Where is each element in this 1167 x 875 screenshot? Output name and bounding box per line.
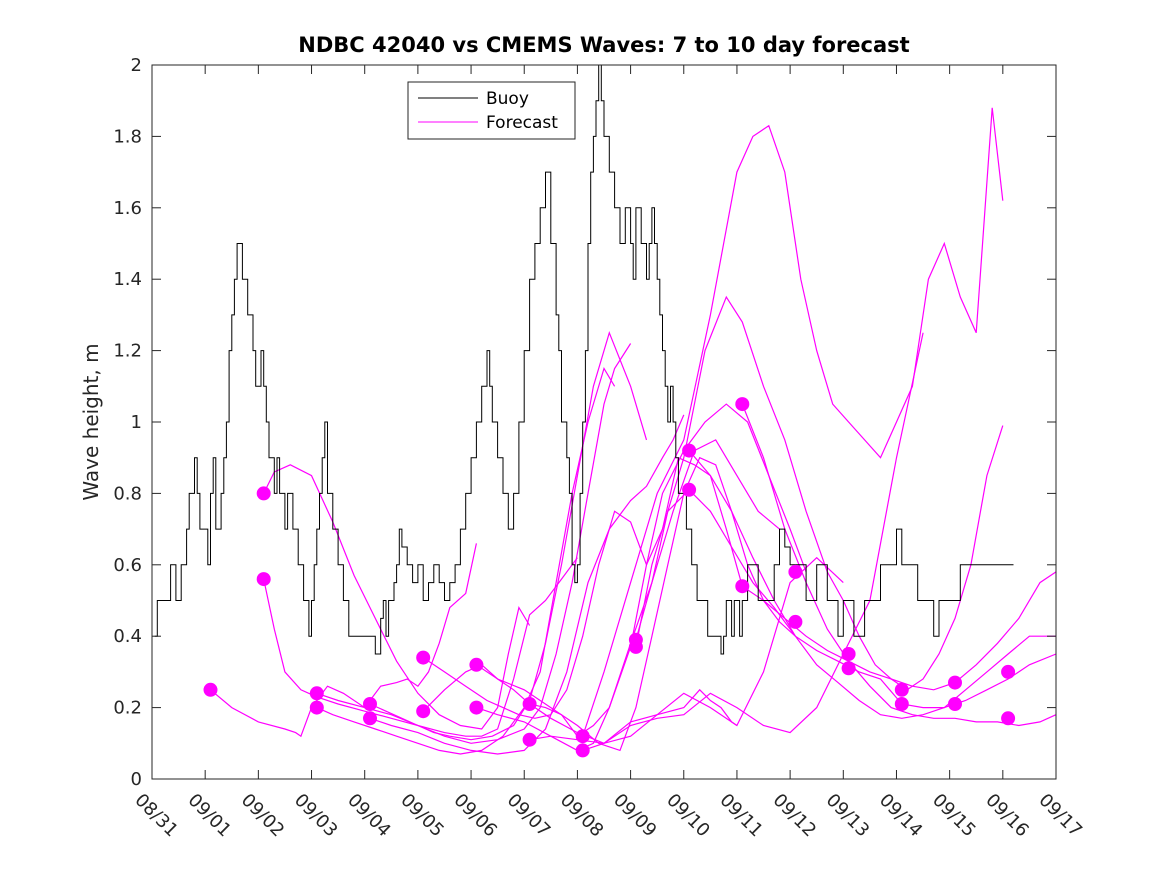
forecast-marker-20 xyxy=(735,397,750,412)
forecast-line-17 xyxy=(635,488,1056,709)
forecast-line-14 xyxy=(582,688,738,751)
forecast-marker-22 xyxy=(788,564,803,579)
forecast-marker-30 xyxy=(1001,664,1016,679)
plot-area xyxy=(152,65,1056,779)
forecast-marker-26 xyxy=(894,682,909,697)
forecast-marker-21 xyxy=(735,579,750,594)
y-axis: 0 0.2 0.4 0.6 0.8 1 1.2 1.4 1.6 1.8 2 xyxy=(113,55,1056,790)
forecast-line-13 xyxy=(529,332,924,744)
forecast-marker-29 xyxy=(948,697,962,711)
forecast-marker-15 xyxy=(575,743,590,758)
forecast-marker-25 xyxy=(841,661,856,676)
y-tick-label: 1.2 xyxy=(113,341,142,362)
forecast-marker-6 xyxy=(363,697,377,711)
y-tick-label: 1.4 xyxy=(113,269,142,290)
forecast-line-11 xyxy=(476,456,796,752)
buoy-line xyxy=(154,64,1014,655)
forecast-marker-13 xyxy=(522,732,537,747)
forecast-marker-3 xyxy=(256,572,271,587)
forecast-marker-5 xyxy=(309,700,324,715)
chart-title: NDBC 42040 vs CMEMS Waves: 7 to 10 day f… xyxy=(298,33,909,57)
forecast-line-6 xyxy=(369,330,648,741)
forecast-marker-11 xyxy=(469,700,484,715)
y-tick-label: 1.6 xyxy=(113,198,142,219)
forecast-line-3 xyxy=(263,557,578,737)
forecast-line-18 xyxy=(688,450,1057,719)
forecast-marker-1 xyxy=(203,682,218,697)
forecast-line-8 xyxy=(422,456,743,719)
legend-buoy-label: Buoy xyxy=(486,89,529,109)
forecast-marker-9 xyxy=(416,704,431,719)
y-tick-label: 0.4 xyxy=(113,626,142,647)
y-tick-label: 0.8 xyxy=(113,483,142,504)
y-tick-label: 0 xyxy=(131,769,142,790)
y-axis-label: Wave height, m xyxy=(79,343,103,500)
legend-box xyxy=(407,81,576,140)
forecast-marker-24 xyxy=(841,647,856,661)
marker-layer xyxy=(203,397,1016,758)
forecast-marker-18 xyxy=(682,443,697,458)
forecast-marker-12 xyxy=(522,697,537,711)
forecast-line-7 xyxy=(369,414,685,755)
forecast-marker-27 xyxy=(894,697,909,711)
forecast-marker-10 xyxy=(469,657,484,672)
y-tick-label: 0.6 xyxy=(113,555,142,576)
legend-forecast-label: Forecast xyxy=(486,113,558,133)
forecast-line-10 xyxy=(476,403,807,752)
forecast-marker-19 xyxy=(682,482,697,497)
forecast-marker-4 xyxy=(309,686,324,701)
forecast-marker-17 xyxy=(628,639,643,654)
forecast-marker-2 xyxy=(256,486,271,501)
forecast-line-16 xyxy=(635,295,1004,691)
forecast-line-4 xyxy=(316,343,632,744)
forecast-marker-31 xyxy=(1001,711,1016,726)
forecast-marker-14 xyxy=(575,729,590,744)
forecast-marker-8 xyxy=(416,650,431,665)
y-tick-label: 0.2 xyxy=(113,698,142,719)
legend: Buoy Forecast xyxy=(407,81,576,140)
forecast-marker-7 xyxy=(363,711,377,726)
series-layer xyxy=(154,64,1057,755)
y-tick-label: 2 xyxy=(131,55,142,76)
forecast-marker-28 xyxy=(948,675,962,690)
forecast-line-15 xyxy=(582,107,1004,737)
y-tick-label: 1 xyxy=(131,412,142,433)
forecast-line-5 xyxy=(316,367,616,755)
y-tick-label: 1.8 xyxy=(113,126,142,147)
forecast-marker-23 xyxy=(788,614,803,629)
